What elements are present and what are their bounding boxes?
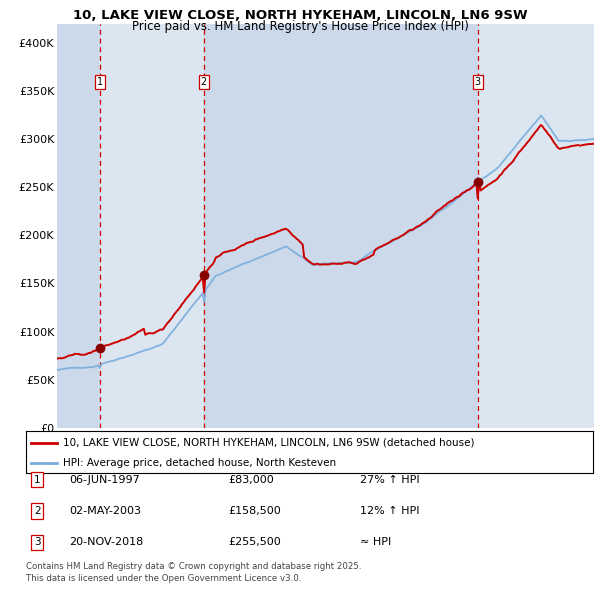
Text: 10, LAKE VIEW CLOSE, NORTH HYKEHAM, LINCOLN, LN6 9SW: 10, LAKE VIEW CLOSE, NORTH HYKEHAM, LINC… xyxy=(73,9,527,22)
Text: 3: 3 xyxy=(34,537,41,547)
Text: 2: 2 xyxy=(34,506,41,516)
Bar xyxy=(57,24,100,428)
Text: 20-NOV-2018: 20-NOV-2018 xyxy=(69,537,143,547)
Text: Contains HM Land Registry data © Crown copyright and database right 2025.
This d: Contains HM Land Registry data © Crown c… xyxy=(26,562,361,583)
Text: £255,500: £255,500 xyxy=(228,537,281,547)
Bar xyxy=(203,24,478,428)
Text: 12% ↑ HPI: 12% ↑ HPI xyxy=(360,506,419,516)
Text: 2: 2 xyxy=(200,77,207,87)
Text: £83,000: £83,000 xyxy=(228,475,274,484)
Text: £158,500: £158,500 xyxy=(228,506,281,516)
Text: 1: 1 xyxy=(97,77,103,87)
Text: 3: 3 xyxy=(475,77,481,87)
Text: 02-MAY-2003: 02-MAY-2003 xyxy=(69,506,141,516)
Text: 06-JUN-1997: 06-JUN-1997 xyxy=(69,475,140,484)
Bar xyxy=(100,24,203,428)
Text: 10, LAKE VIEW CLOSE, NORTH HYKEHAM, LINCOLN, LN6 9SW (detached house): 10, LAKE VIEW CLOSE, NORTH HYKEHAM, LINC… xyxy=(62,438,474,448)
Bar xyxy=(478,24,594,428)
Text: HPI: Average price, detached house, North Kesteven: HPI: Average price, detached house, Nort… xyxy=(62,458,336,467)
Text: ≈ HPI: ≈ HPI xyxy=(360,537,391,547)
Text: 1: 1 xyxy=(34,475,41,484)
Text: 27% ↑ HPI: 27% ↑ HPI xyxy=(360,475,419,484)
Text: Price paid vs. HM Land Registry's House Price Index (HPI): Price paid vs. HM Land Registry's House … xyxy=(131,20,469,33)
